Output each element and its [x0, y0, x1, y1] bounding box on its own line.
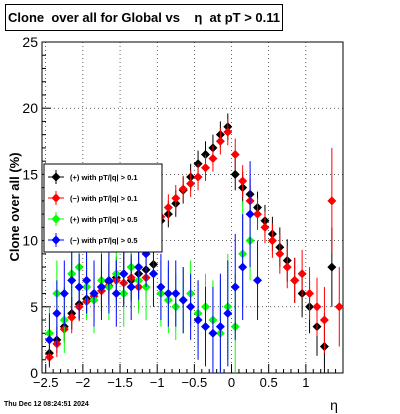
- data-point: [171, 289, 181, 299]
- data-point: [208, 328, 218, 338]
- data-point: [52, 308, 62, 318]
- x-axis-label: η: [330, 397, 338, 413]
- data-point: [134, 262, 144, 272]
- x-tick-label: −2.5: [33, 375, 59, 390]
- data-point: [290, 275, 300, 285]
- x-tick-label: 0: [228, 375, 235, 390]
- data-point: [201, 322, 211, 332]
- legend-marker: [51, 193, 61, 203]
- data-point: [312, 302, 322, 312]
- data-point: [44, 335, 54, 345]
- data-point: [74, 282, 84, 292]
- y-tick-label: 15: [22, 166, 38, 182]
- data-point: [89, 289, 99, 299]
- data-point: [126, 282, 136, 292]
- data-point: [171, 193, 181, 203]
- legend-marker: [51, 214, 61, 224]
- legend-box: [43, 163, 163, 253]
- data-point: [148, 269, 158, 279]
- data-point: [96, 282, 106, 292]
- y-tick-label: 25: [22, 34, 38, 50]
- data-point: [275, 249, 285, 259]
- legend-label: (−) with pT/|q| > 0.5: [70, 236, 138, 245]
- data-point: [297, 269, 307, 279]
- data-point: [163, 289, 173, 299]
- data-point: [104, 275, 114, 285]
- data-point: [111, 289, 121, 299]
- data-point: [253, 209, 263, 219]
- data-point: [334, 302, 344, 312]
- data-point: [186, 179, 196, 189]
- data-point: [282, 262, 292, 272]
- data-point: [163, 203, 173, 212]
- legend-label: (+) with pT/|q| > 0.5: [70, 215, 138, 224]
- legend-marker: [51, 235, 61, 245]
- data-point: [178, 184, 188, 194]
- y-axis-label: Clone over all (%): [7, 152, 22, 261]
- data-point: [186, 302, 196, 312]
- data-point: [245, 209, 255, 219]
- data-point: [178, 295, 188, 305]
- x-tick-label: 1: [302, 375, 309, 390]
- y-tick-label: 0: [30, 365, 38, 381]
- plot-frame: [41, 41, 344, 374]
- data-point: [327, 262, 337, 272]
- y-tick-label: 20: [22, 100, 38, 116]
- data-point: [119, 269, 129, 279]
- chart-title: Clone over all for Global vs η at pT > 0…: [5, 4, 283, 31]
- data-point: [260, 222, 270, 232]
- x-tick-label: −2: [75, 375, 90, 390]
- data-point: [267, 236, 277, 246]
- x-tick-label: −1.5: [107, 375, 133, 390]
- data-point: [59, 289, 69, 299]
- x-tick-label: −1: [150, 375, 165, 390]
- y-tick-label: 10: [22, 233, 38, 249]
- data-point: [215, 136, 225, 146]
- legend-marker: [51, 172, 61, 182]
- data-point: [215, 322, 225, 332]
- y-tick-label: 5: [30, 299, 38, 315]
- data-point: [223, 127, 233, 137]
- data-point: [230, 169, 240, 179]
- data-point: [327, 196, 337, 206]
- data-point: [193, 315, 203, 325]
- data-point: [82, 275, 92, 285]
- data-point: [253, 275, 263, 285]
- legend-label: (−) with pT/|q| > 0.1: [70, 194, 138, 203]
- data-point: [156, 282, 166, 292]
- data-point: [201, 163, 211, 173]
- data-point: [193, 172, 203, 182]
- data-point: [238, 262, 248, 272]
- data-point: [305, 289, 315, 299]
- data-point: [230, 150, 240, 160]
- x-tick-label: 0.5: [260, 375, 278, 390]
- data-point: [67, 312, 77, 322]
- data-point: [208, 154, 218, 164]
- x-tick-label: −0.5: [182, 375, 208, 390]
- data-point: [223, 308, 233, 318]
- data-point: [238, 176, 248, 186]
- legend: (+) with pT/|q| > 0.1 (−) with pT/|q| > 0…: [43, 163, 163, 253]
- legend-label: (+) with pT/|q| > 0.1: [70, 173, 138, 182]
- timestamp: Thu Dec 12 08:24:51 2024: [4, 401, 89, 408]
- data-point: [67, 275, 77, 285]
- data-point: [319, 315, 329, 325]
- data-point: [230, 282, 240, 292]
